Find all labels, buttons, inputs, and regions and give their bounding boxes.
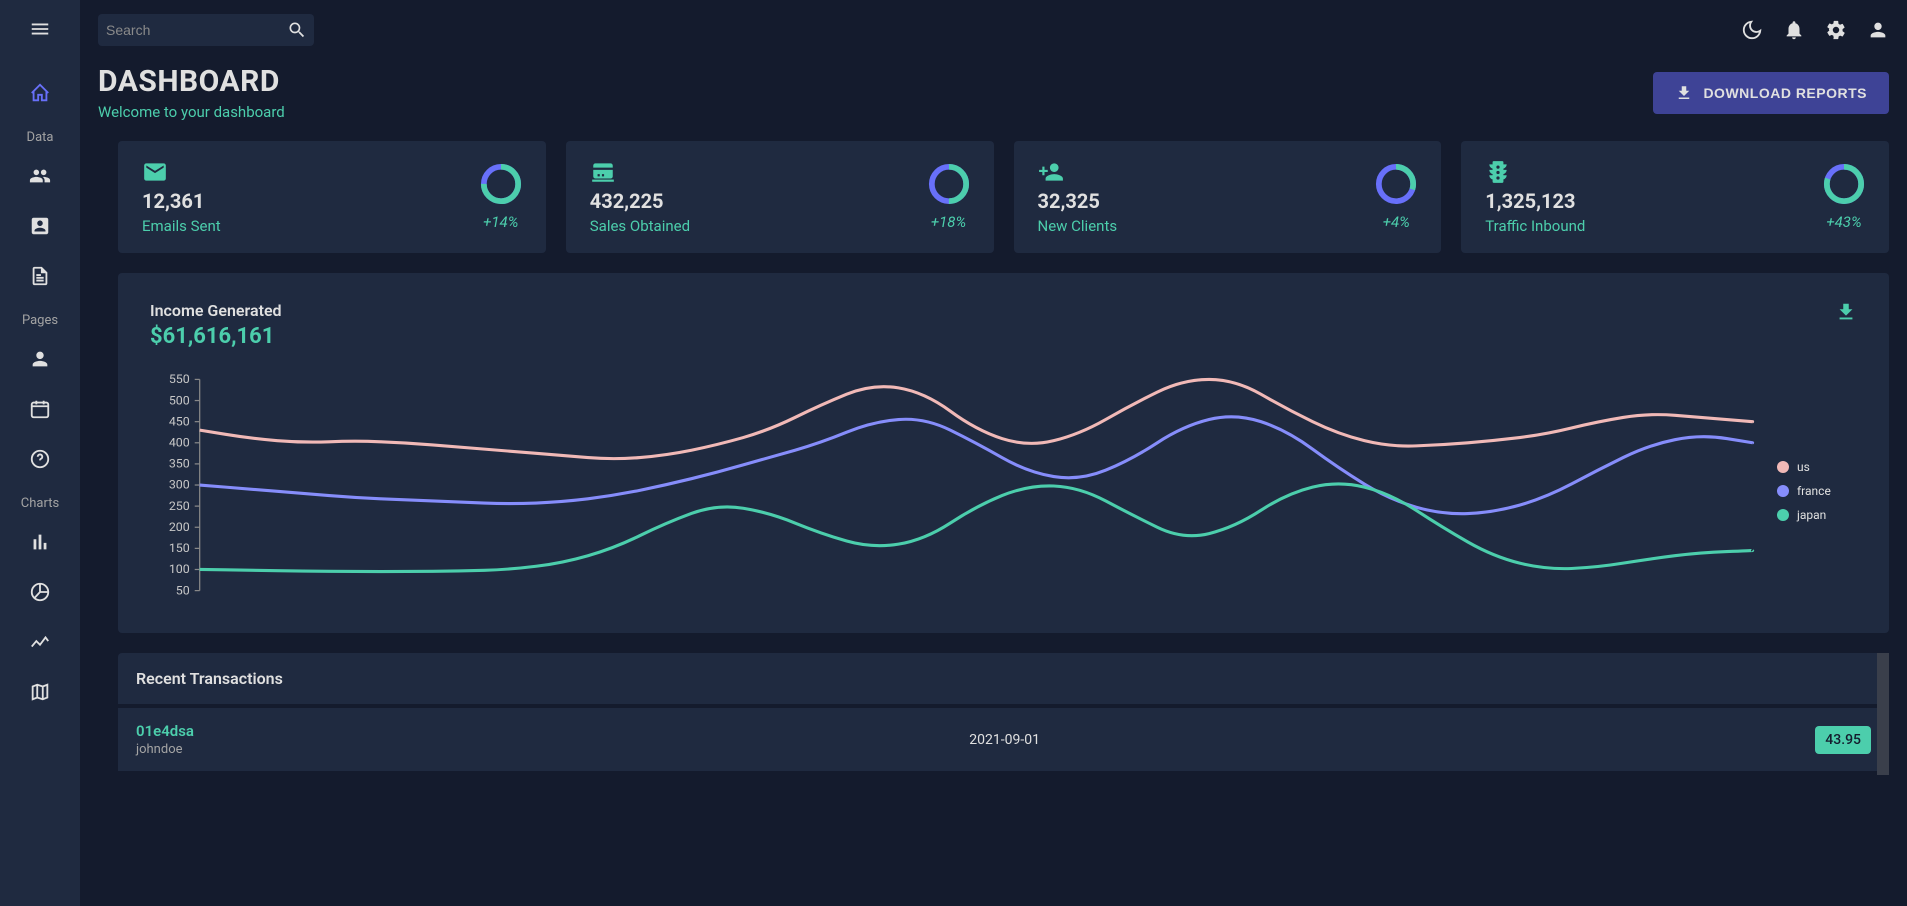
download-icon xyxy=(1675,84,1693,102)
transaction-user: johndoe xyxy=(136,742,194,757)
income-chart-title: Income Generated xyxy=(150,301,282,320)
legend-item: france xyxy=(1777,484,1857,498)
notifications-icon[interactable] xyxy=(1783,19,1805,41)
search-input[interactable] xyxy=(106,22,287,38)
stat-value: 12,361 xyxy=(142,189,221,213)
stat-card: 12,361 Emails Sent +14% xyxy=(118,141,546,253)
sidebar-section-data: Data xyxy=(0,118,80,151)
page-subtitle: Welcome to your dashboard xyxy=(98,103,285,121)
download-reports-button[interactable]: DOWNLOAD REPORTS xyxy=(1653,72,1889,114)
sidebar-item-pie[interactable] xyxy=(0,567,80,617)
transaction-date: 2021-09-01 xyxy=(969,732,1040,748)
sidebar-item-profile[interactable] xyxy=(0,334,80,384)
sidebar-item-faq[interactable] xyxy=(0,434,80,484)
menu-toggle-icon[interactable] xyxy=(29,18,51,40)
sidebar-section-pages: Pages xyxy=(0,301,80,334)
transaction-row: 01e4dsa johndoe 2021-09-01 43.95 xyxy=(118,708,1889,775)
stats-row: 12,361 Emails Sent +14% 432,225 Sales Ob… xyxy=(98,141,1889,253)
legend-dot xyxy=(1777,461,1789,473)
theme-toggle-icon[interactable] xyxy=(1741,19,1763,41)
legend-label: japan xyxy=(1797,508,1826,522)
legend-label: france xyxy=(1797,484,1831,498)
sidebar-item-calendar[interactable] xyxy=(0,384,80,434)
sidebar-section-charts: Charts xyxy=(0,484,80,517)
svg-text:450: 450 xyxy=(169,414,190,429)
chart-download-icon[interactable] xyxy=(1835,301,1857,323)
main-content: DASHBOARD Welcome to your dashboard DOWN… xyxy=(80,0,1907,906)
svg-text:550: 550 xyxy=(169,372,190,387)
sidebar-item-contacts[interactable] xyxy=(0,201,80,251)
svg-text:100: 100 xyxy=(169,562,190,577)
stat-value: 432,225 xyxy=(590,189,690,213)
svg-text:400: 400 xyxy=(169,436,190,451)
page-title: DASHBOARD xyxy=(98,64,285,99)
progress-ring xyxy=(928,163,970,205)
legend-item: us xyxy=(1777,460,1857,474)
search-box xyxy=(98,14,314,46)
progress-ring xyxy=(1375,163,1417,205)
stat-percent: +4% xyxy=(1383,213,1410,231)
stat-label: Emails Sent xyxy=(142,217,221,235)
transaction-amount: 43.95 xyxy=(1815,726,1871,754)
svg-text:150: 150 xyxy=(169,541,190,556)
svg-text:50: 50 xyxy=(176,583,190,598)
topbar xyxy=(98,14,1889,46)
search-icon[interactable] xyxy=(287,20,307,40)
transactions-section: Recent Transactions 01e4dsa johndoe 2021… xyxy=(98,653,1889,775)
download-reports-label: DOWNLOAD REPORTS xyxy=(1703,85,1867,101)
sidebar-item-team[interactable] xyxy=(0,151,80,201)
legend-item: japan xyxy=(1777,508,1857,522)
page-header: DASHBOARD Welcome to your dashboard DOWN… xyxy=(98,64,1889,121)
transaction-id: 01e4dsa xyxy=(136,722,194,740)
svg-text:350: 350 xyxy=(169,457,190,472)
stat-icon xyxy=(1038,159,1118,185)
stat-icon xyxy=(1485,159,1585,185)
legend-label: us xyxy=(1797,460,1810,474)
stat-percent: +18% xyxy=(931,213,966,231)
progress-ring xyxy=(480,163,522,205)
stat-value: 32,325 xyxy=(1038,189,1118,213)
legend-dot xyxy=(1777,485,1789,497)
scrollbar[interactable] xyxy=(1877,653,1889,775)
transactions-title: Recent Transactions xyxy=(118,653,1889,708)
settings-icon[interactable] xyxy=(1825,19,1847,41)
svg-text:500: 500 xyxy=(169,393,190,408)
legend-dot xyxy=(1777,509,1789,521)
stat-icon xyxy=(590,159,690,185)
chart-legend: us france japan xyxy=(1777,367,1857,615)
sidebar-item-geo[interactable] xyxy=(0,667,80,717)
stat-percent: +43% xyxy=(1826,213,1861,231)
stat-icon xyxy=(142,159,221,185)
stat-value: 1,325,123 xyxy=(1485,189,1585,213)
svg-text:250: 250 xyxy=(169,499,190,514)
stat-card: 32,325 New Clients +4% xyxy=(1014,141,1442,253)
sidebar: Data Pages Charts xyxy=(0,0,80,906)
sidebar-item-bar[interactable] xyxy=(0,517,80,567)
stat-label: Traffic Inbound xyxy=(1485,217,1585,235)
user-icon[interactable] xyxy=(1867,19,1889,41)
sidebar-item-dashboard[interactable] xyxy=(0,68,80,118)
income-chart-amount: $61,616,161 xyxy=(150,324,282,349)
topbar-icons xyxy=(1741,19,1889,41)
sidebar-item-line[interactable] xyxy=(0,617,80,667)
stat-label: New Clients xyxy=(1038,217,1118,235)
stat-card: 432,225 Sales Obtained +18% xyxy=(566,141,994,253)
stat-label: Sales Obtained xyxy=(590,217,690,235)
sidebar-item-invoices[interactable] xyxy=(0,251,80,301)
income-chart-card: Income Generated $61,616,161 50 100 150 200… xyxy=(118,273,1889,633)
stat-card: 1,325,123 Traffic Inbound +43% xyxy=(1461,141,1889,253)
stat-percent: +14% xyxy=(483,213,518,231)
svg-text:300: 300 xyxy=(169,478,190,493)
income-line-chart: 50 100 150 200 250 300 350 400 450 500 550 xyxy=(150,367,1765,615)
progress-ring xyxy=(1823,163,1865,205)
svg-text:200: 200 xyxy=(169,520,190,535)
